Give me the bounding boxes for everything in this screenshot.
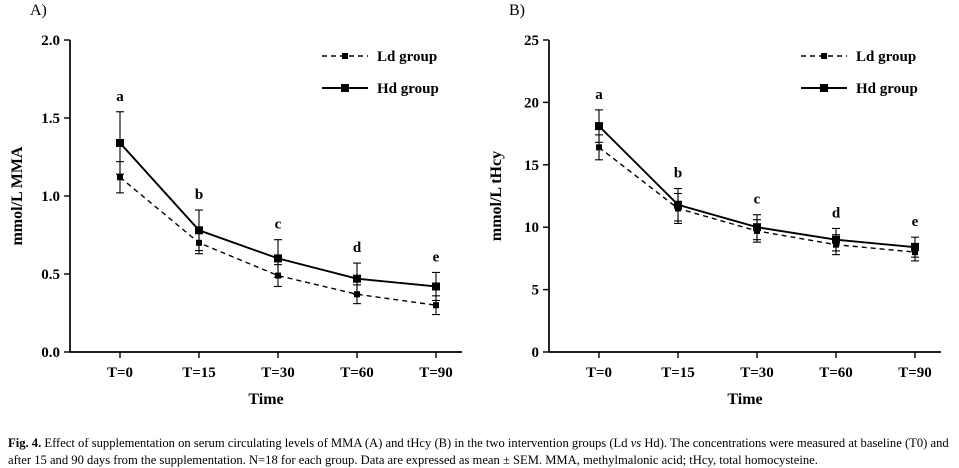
- y-tick-label: 25: [524, 33, 539, 49]
- figure-caption-text-2: Hd). The concentrations were measured at…: [8, 435, 949, 467]
- significance-letter: a: [595, 87, 603, 103]
- y-axis-title: mmol/L MMA: [9, 146, 26, 246]
- data-point-marker: [432, 282, 440, 291]
- data-point-marker: [195, 226, 203, 235]
- mma-line-chart: 0.0 0.5 1.0 1.5 2.0 T=0 T=15 T=30 T=60 T=90 Time mm…: [9, 33, 462, 408]
- data-point-marker: [832, 235, 840, 244]
- legend-marker: [821, 53, 827, 59]
- significance-letter: d: [832, 205, 841, 221]
- data-point-marker: [433, 302, 439, 309]
- legend-marker: [820, 84, 828, 92]
- x-tick-label: T=30: [740, 365, 774, 381]
- data-point-marker: [595, 122, 603, 131]
- figure-caption-text-1: Effect of supplementation on serum circu…: [41, 435, 631, 450]
- y-tick-label: 20: [524, 95, 539, 111]
- y-tick-label: 0: [532, 345, 540, 361]
- significance-letter: e: [912, 214, 919, 230]
- x-axis-title: Time: [248, 391, 283, 408]
- y-tick-label: 1.5: [41, 111, 60, 127]
- data-point-marker: [116, 138, 124, 147]
- legend-label: Hd group: [377, 81, 439, 97]
- x-tick-label: T=90: [898, 365, 932, 381]
- legend-label: Ld group: [856, 49, 916, 65]
- x-tick-label: T=60: [819, 365, 853, 381]
- y-tick-label: 0.0: [41, 345, 60, 361]
- legend-label: Hd group: [856, 81, 918, 97]
- panel-a: A) 0.0 0.5 1.0 1.5 2.0 T=0 T=15 T=30 T=60 T=90 Tim…: [0, 0, 479, 415]
- significance-letter: e: [433, 249, 440, 265]
- y-tick-label: 15: [524, 158, 539, 174]
- x-tick-label: T=15: [182, 365, 216, 381]
- x-tick-label: T=0: [107, 365, 133, 381]
- y-tick-label: 2.0: [41, 33, 60, 49]
- panel-b: B) 0 5 10 15 20 25 T=0 T=15 T=30 T=60 T=90 Time mmol…: [479, 0, 958, 415]
- significance-letter: c: [275, 217, 282, 233]
- data-point-marker: [753, 223, 761, 232]
- thcy-line-chart: 0 5 10 15 20 25 T=0 T=15 T=30 T=60 T=90 Time mmol/L …: [488, 33, 941, 408]
- y-tick-label: 0.5: [41, 267, 60, 283]
- x-axis-title: Time: [727, 391, 762, 408]
- legend-marker: [341, 84, 349, 92]
- y-tick-label: 1.0: [41, 189, 60, 205]
- panel-b-label: B): [509, 2, 525, 19]
- panel-a-label: A): [30, 2, 47, 19]
- x-tick-label: T=0: [586, 365, 612, 381]
- data-point-marker: [596, 144, 602, 151]
- y-tick-label: 10: [524, 220, 539, 236]
- y-tick-label: 5: [532, 283, 540, 299]
- x-tick-label: T=60: [340, 365, 374, 381]
- data-point-marker: [353, 274, 361, 283]
- x-tick-label: T=90: [419, 365, 453, 381]
- significance-letter: b: [195, 187, 203, 203]
- data-point-marker: [117, 174, 123, 181]
- x-tick-label: T=30: [261, 365, 295, 381]
- significance-letter: a: [116, 89, 124, 105]
- figure-caption-vs: vs: [630, 435, 642, 450]
- significance-letter: b: [674, 166, 682, 182]
- x-tick-label: T=15: [661, 365, 695, 381]
- legend-label: Ld group: [377, 49, 437, 65]
- figure-caption: Fig. 4. Effect of supplementation on ser…: [8, 435, 953, 468]
- legend-marker: [342, 53, 348, 59]
- data-point-marker: [274, 254, 282, 263]
- figure-caption-label: Fig. 4.: [8, 435, 42, 450]
- data-point-marker: [674, 200, 682, 209]
- data-point-marker: [911, 243, 919, 252]
- significance-letter: d: [353, 240, 362, 256]
- chart-panels: A) 0.0 0.5 1.0 1.5 2.0 T=0 T=15 T=30 T=60 T=90 Tim…: [0, 0, 958, 415]
- y-axis-title: mmol/L tHcy: [488, 151, 505, 241]
- significance-letter: c: [754, 192, 761, 208]
